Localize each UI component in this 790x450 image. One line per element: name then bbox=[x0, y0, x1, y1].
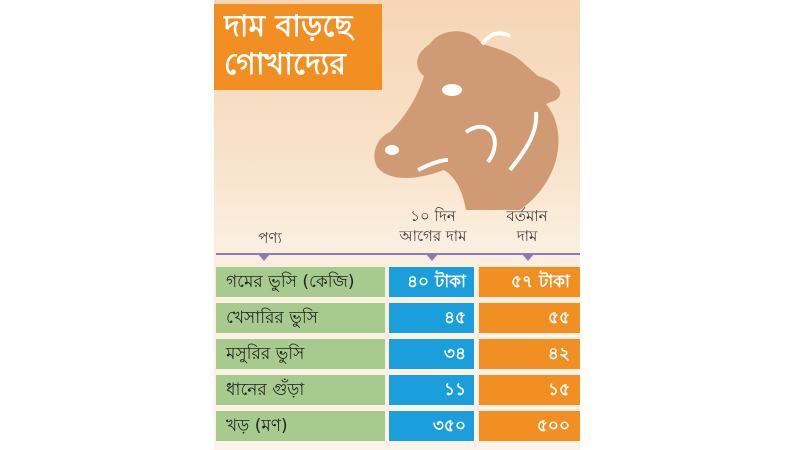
product-name: খেসারির ভুসি bbox=[216, 303, 385, 333]
old-price: ৪০ টাকা bbox=[389, 267, 474, 297]
old-price: ৩৪ bbox=[389, 339, 474, 369]
title-box: দাম বাড়ছে গোখাদ্যের bbox=[214, 4, 382, 90]
table-row: খড় (মণ) ৩৫০ ৫০০ bbox=[216, 411, 580, 441]
table-row: ধানের গুঁড়া ১১ ১৫ bbox=[216, 375, 580, 405]
table-row: গমের ভুসি (কেজি) ৪০ টাকা ৫৭ টাকা bbox=[216, 267, 580, 297]
cow-head-icon bbox=[374, 31, 561, 210]
new-price: ৪২ bbox=[479, 339, 580, 369]
table-row: খেসারির ভুসি ৪৫ ৫৫ bbox=[216, 303, 580, 333]
new-price: ৫০০ bbox=[479, 411, 580, 441]
header-new-price-line-2: দাম bbox=[516, 227, 538, 245]
header-product: পণ্য bbox=[258, 229, 282, 247]
table-row: মসুরির ভুসি ৩৪ ৪২ bbox=[216, 339, 580, 369]
header-divider bbox=[216, 253, 580, 255]
product-name: মসুরির ভুসি bbox=[216, 339, 385, 369]
header-tick-old bbox=[426, 254, 438, 261]
new-price: ৫৭ টাকা bbox=[479, 267, 580, 297]
header-old-price-line-2: আগের দাম bbox=[399, 227, 467, 245]
new-price: ৫৫ bbox=[479, 303, 580, 333]
header-tick-product bbox=[258, 254, 270, 261]
old-price: ৩৫০ bbox=[389, 411, 474, 441]
header-old-price-line-1: ১০ দিন bbox=[410, 207, 456, 225]
product-name: খড় (মণ) bbox=[216, 411, 385, 441]
old-price: ১১ bbox=[389, 375, 474, 405]
header-new-price-line-1: বর্তমান bbox=[506, 207, 548, 225]
old-price: ৪৫ bbox=[389, 303, 474, 333]
product-name: ধানের গুঁড়া bbox=[216, 375, 385, 405]
title-line-2: গোখাদ্যের bbox=[224, 47, 346, 82]
title-line-1: দাম বাড়ছে bbox=[224, 9, 353, 44]
header-tick-new bbox=[522, 254, 534, 261]
new-price: ১৫ bbox=[479, 375, 580, 405]
product-name: গমের ভুসি (কেজি) bbox=[216, 267, 385, 297]
